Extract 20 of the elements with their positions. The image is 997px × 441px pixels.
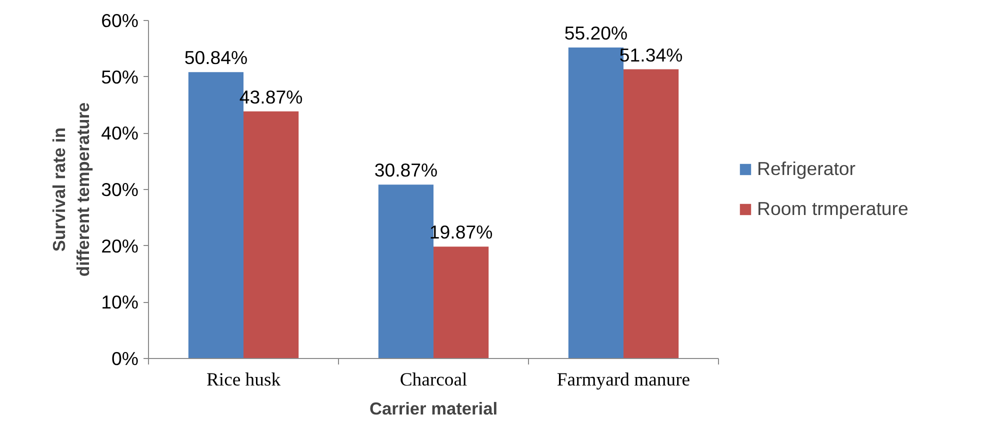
y-tick-label: 40% bbox=[101, 122, 139, 144]
x-axis-title: Carrier material bbox=[369, 398, 498, 418]
y-axis-title: Survival rate in different temperature bbox=[49, 102, 94, 277]
bar bbox=[434, 246, 489, 358]
y-tick-label: 20% bbox=[101, 235, 139, 256]
x-tick-label: Rice husk bbox=[206, 370, 282, 390]
bar bbox=[244, 111, 299, 358]
y-tick-label: 30% bbox=[101, 179, 139, 200]
data-label: 50.84% bbox=[184, 47, 248, 68]
y-tick-label: 50% bbox=[101, 66, 139, 88]
legend-label: Refrigerator bbox=[757, 158, 856, 180]
y-tick-label: 60% bbox=[101, 10, 139, 31]
y-tick-label: 0% bbox=[112, 348, 139, 369]
x-tick-label: Farmyard manure bbox=[556, 370, 690, 390]
data-label: 30.87% bbox=[374, 160, 438, 181]
y-tick-label: 10% bbox=[101, 292, 139, 313]
bar bbox=[624, 69, 679, 358]
data-label: 55.20% bbox=[564, 22, 628, 44]
x-tick-label: Charcoal bbox=[400, 370, 468, 390]
legend-label: Room trmperature bbox=[757, 198, 908, 220]
